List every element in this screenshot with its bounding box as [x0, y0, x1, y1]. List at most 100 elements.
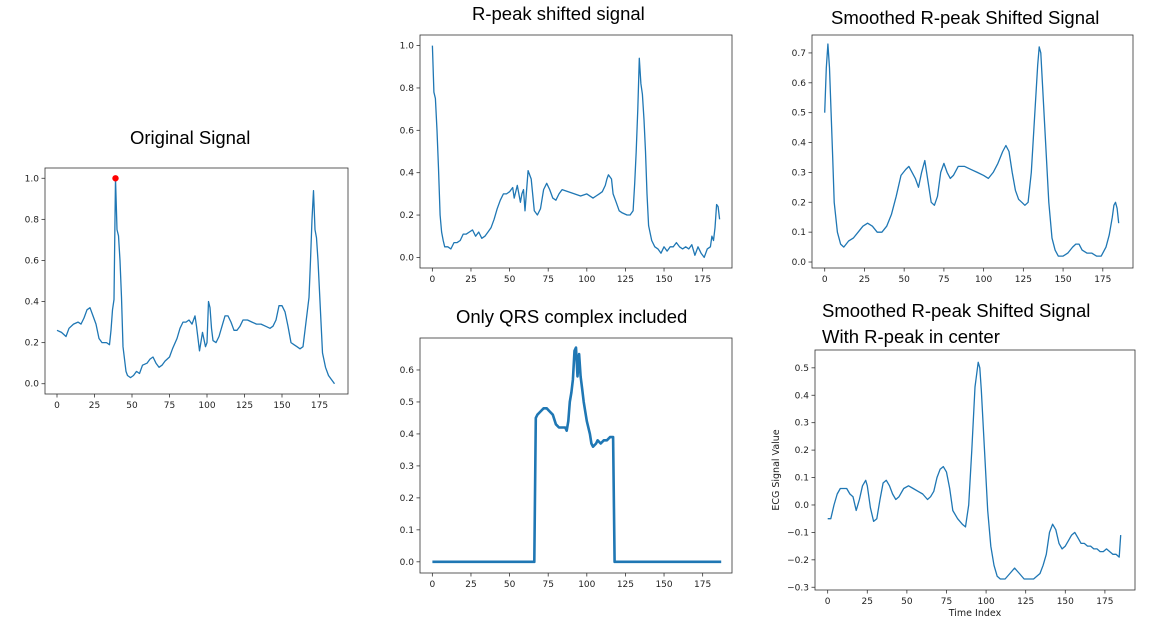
x-tick-label: 150: [273, 401, 290, 411]
y-tick-label: 0.4: [795, 391, 810, 401]
x-tick-label: 175: [1094, 275, 1111, 285]
x-tick-label: 100: [975, 275, 992, 285]
x-tick-label: 150: [1057, 597, 1074, 607]
centered-signal-subtitle: With R-peak in center: [822, 326, 1000, 347]
series-line: [56, 177, 336, 385]
y-tick-label: 0.5: [400, 398, 414, 408]
x-tick-label: 125: [1017, 597, 1034, 607]
y-tick-label: 0.1: [795, 474, 809, 484]
y-tick-label: 0.1: [792, 228, 806, 238]
x-tick-label: 75: [542, 580, 553, 590]
plot-frame: [44, 167, 349, 395]
y-tick-label: 1.0: [400, 42, 415, 52]
x-tick-label: 0: [429, 580, 435, 590]
smoothed-signal-title: Smoothed R-peak Shifted Signal: [831, 7, 1100, 28]
centered-signal-title: Smoothed R-peak Shifted Signal: [822, 300, 1091, 321]
plot-frame: [419, 337, 733, 574]
x-tick-label: 50: [901, 597, 913, 607]
y-tick-label: 0.0: [792, 258, 807, 268]
original-signal-title: Original Signal: [130, 127, 251, 148]
y-tick-label: 0.3: [795, 419, 809, 429]
x-tick-label: 100: [578, 580, 595, 590]
x-tick-label: 25: [862, 597, 873, 607]
r-peak-marker: [112, 175, 119, 182]
x-tick-label: 75: [938, 275, 949, 285]
y-tick-label: −0.2: [787, 556, 809, 566]
y-tick-label: −0.1: [787, 528, 809, 538]
x-tick-label: 50: [504, 580, 516, 590]
y-tick-label: 0.5: [792, 109, 806, 119]
x-tick-label: 50: [898, 275, 910, 285]
y-tick-label: 0.6: [25, 256, 40, 266]
chart-smoothed-signal: 0 25 50 75 100 125 150 175 0.0 0.1 0.2 0.3 0.4 0.5 0.6…: [792, 34, 1134, 285]
series-line: [432, 346, 722, 564]
y-tick-label: 0.6: [400, 366, 415, 376]
y-axis-label: ECG Signal Value: [771, 429, 782, 510]
y-tick-label: 0.4: [792, 139, 807, 149]
x-tick-label: 100: [977, 597, 994, 607]
x-tick-label: 150: [655, 275, 672, 285]
x-axis-label: Time Index: [948, 608, 1002, 618]
y-tick-label: 0.4: [400, 169, 415, 179]
series-line: [824, 43, 1120, 257]
x-tick-label: 175: [1096, 597, 1113, 607]
x-tick-label: 0: [429, 275, 435, 285]
plot-frame: [811, 34, 1134, 269]
x-tick-label: 125: [617, 275, 634, 285]
x-tick-label: 0: [822, 275, 828, 285]
x-tick-label: 125: [617, 580, 634, 590]
x-tick-label: 25: [89, 401, 100, 411]
x-tick-label: 125: [236, 401, 253, 411]
y-tick-label: 0.2: [795, 446, 809, 456]
y-tick-label: 0.5: [795, 364, 809, 374]
y-tick-label: 0.0: [400, 253, 415, 263]
y-tick-label: 0.7: [792, 49, 806, 59]
x-tick-label: 150: [1054, 275, 1071, 285]
y-tick-label: 0.0: [25, 380, 40, 390]
y-tick-label: 0.0: [795, 501, 810, 511]
x-tick-label: 0: [54, 401, 60, 411]
y-tick-label: 0.8: [400, 84, 415, 94]
x-tick-label: 100: [578, 275, 595, 285]
y-tick-label: 0.4: [400, 430, 415, 440]
qrs-complex-title: Only QRS complex included: [456, 306, 688, 327]
r-peak-shifted-title: R-peak shifted signal: [472, 3, 645, 24]
y-tick-label: 0.8: [25, 215, 40, 225]
y-tick-label: 0.3: [400, 462, 414, 472]
x-tick-label: 75: [941, 597, 952, 607]
x-tick-label: 25: [465, 580, 476, 590]
y-tick-label: 0.2: [792, 198, 806, 208]
y-tick-label: 0.2: [400, 211, 414, 221]
chart-original-signal: 0 25 50 75 100 125 150 175 0.0 0.2 0.4 0.6 0.8 1.0: [25, 167, 349, 411]
x-tick-label: 50: [504, 275, 516, 285]
y-tick-label: 0.1: [400, 526, 414, 536]
x-tick-label: 50: [126, 401, 138, 411]
x-tick-label: 125: [1015, 275, 1032, 285]
y-tick-label: 0.2: [25, 339, 39, 349]
x-tick-label: 150: [655, 580, 672, 590]
chart-r-peak-shifted: 0 25 50 75 100 125 150 175 0.0 0.2 0.4 0.6 0.8 1.0: [400, 34, 733, 285]
x-tick-label: 25: [465, 275, 476, 285]
series-line: [827, 361, 1122, 580]
y-tick-label: 0.4: [25, 298, 40, 308]
y-tick-label: −0.3: [787, 583, 809, 593]
x-tick-label: 75: [542, 275, 553, 285]
y-tick-label: 0.2: [400, 494, 414, 504]
x-tick-label: 175: [694, 580, 711, 590]
x-tick-label: 0: [825, 597, 831, 607]
x-tick-label: 175: [694, 275, 711, 285]
y-tick-label: 0.6: [792, 79, 807, 89]
y-tick-label: 1.0: [25, 174, 40, 184]
x-tick-label: 25: [859, 275, 870, 285]
y-tick-label: 0.6: [400, 126, 415, 136]
y-tick-label: 0.0: [400, 558, 415, 568]
x-tick-label: 175: [311, 401, 328, 411]
x-tick-label: 75: [164, 401, 175, 411]
plot-frame: [814, 349, 1136, 591]
x-tick-label: 100: [198, 401, 215, 411]
chart-qrs-complex: 0 25 50 75 100 125 150 175 0.0 0.1 0.2 0.3 0.4 0.5 0.6: [400, 337, 733, 590]
y-tick-label: 0.3: [792, 168, 806, 178]
plot-frame: [419, 34, 733, 269]
chart-centered-signal: 0 25 50 75 100 125 150 175 −0.3 −0.2 −0.1 0.0 0.1 0.2…: [771, 349, 1136, 618]
series-line: [431, 45, 721, 259]
